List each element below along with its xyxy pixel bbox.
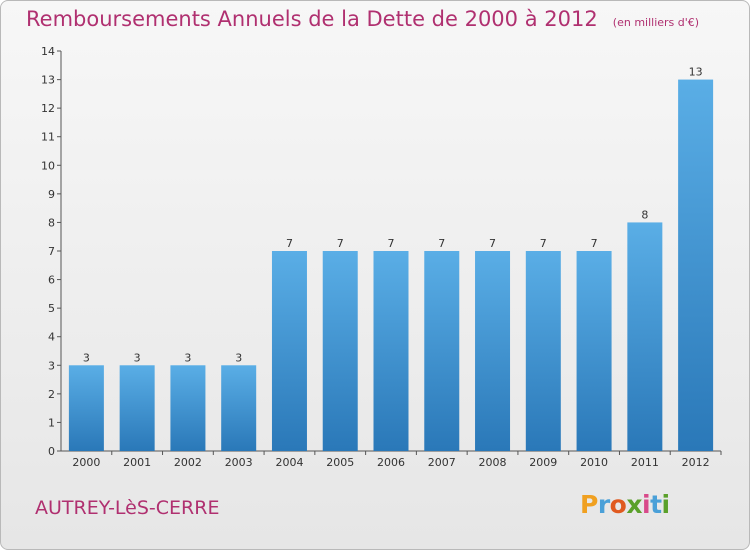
- x-tick-label: 2008: [479, 456, 507, 469]
- y-tick-label: 3: [48, 359, 55, 372]
- y-tick-label: 7: [48, 245, 55, 258]
- value-label: 7: [388, 237, 395, 250]
- y-tick-label: 11: [41, 131, 55, 144]
- bar-2004: [271, 251, 307, 451]
- y-tick-label: 1: [48, 416, 55, 429]
- x-tick-label: 2004: [275, 456, 303, 469]
- bar-2007: [424, 251, 460, 451]
- value-label: 13: [689, 66, 703, 79]
- x-tick-label: 2009: [529, 456, 557, 469]
- x-tick-label: 2010: [580, 456, 608, 469]
- chart-header: Remboursements Annuels de la Dette de 20…: [26, 7, 699, 31]
- x-tick-label: 2000: [72, 456, 100, 469]
- bar-2003: [221, 365, 257, 451]
- logo-letter: r: [597, 490, 610, 519]
- value-label: 7: [489, 237, 496, 250]
- logo-letter: P: [580, 490, 598, 519]
- y-tick-label: 4: [48, 331, 55, 344]
- y-tick-label: 13: [41, 74, 55, 87]
- logo-letter: i: [661, 490, 671, 519]
- y-tick-label: 9: [48, 188, 55, 201]
- value-label: 7: [438, 237, 445, 250]
- x-tick-label: 2007: [428, 456, 456, 469]
- x-tick-label: 2003: [225, 456, 253, 469]
- chart-title: Remboursements Annuels de la Dette de 20…: [26, 7, 598, 31]
- bar-2011: [627, 222, 663, 451]
- x-tick-label: 2006: [377, 456, 405, 469]
- logo-letter: x: [626, 490, 642, 519]
- y-tick-label: 5: [48, 302, 55, 315]
- x-tick-label: 2002: [174, 456, 202, 469]
- bar-2000: [68, 365, 104, 451]
- bar-2010: [576, 251, 612, 451]
- x-tick-label: 2011: [631, 456, 659, 469]
- y-tick-label: 12: [41, 102, 55, 115]
- bar-2006: [373, 251, 409, 451]
- commune-name: AUTREY-LèS-CERRE: [35, 497, 220, 519]
- x-tick-label: 2001: [123, 456, 151, 469]
- value-label: 7: [591, 237, 598, 250]
- chart-unit: (en milliers d'€): [612, 16, 700, 29]
- y-tick-label: 2: [48, 388, 55, 401]
- proxiti-logo: Proxiti: [580, 490, 670, 519]
- bar-2002: [170, 365, 206, 451]
- x-tick-label: 2005: [326, 456, 354, 469]
- value-label: 7: [337, 237, 344, 250]
- y-tick-label: 14: [41, 45, 55, 58]
- value-label: 3: [235, 351, 242, 364]
- y-tick-label: 0: [48, 445, 55, 458]
- y-tick-label: 10: [41, 159, 55, 172]
- y-tick-label: 6: [48, 274, 55, 287]
- value-label: 3: [134, 351, 141, 364]
- bar-2008: [475, 251, 511, 451]
- value-label: 7: [540, 237, 547, 250]
- value-label: 3: [83, 351, 90, 364]
- bar-2012: [678, 79, 714, 452]
- value-label: 8: [641, 208, 648, 221]
- x-tick-label: 2012: [682, 456, 710, 469]
- logo-letter: i: [642, 490, 651, 519]
- value-label: 7: [286, 237, 293, 250]
- logo-letter: o: [609, 490, 627, 519]
- bar-2009: [525, 251, 561, 451]
- y-tick-label: 8: [48, 216, 55, 229]
- bar-2001: [119, 365, 155, 451]
- logo-letter: t: [650, 490, 662, 519]
- bar-2005: [322, 251, 358, 451]
- value-label: 3: [184, 351, 191, 364]
